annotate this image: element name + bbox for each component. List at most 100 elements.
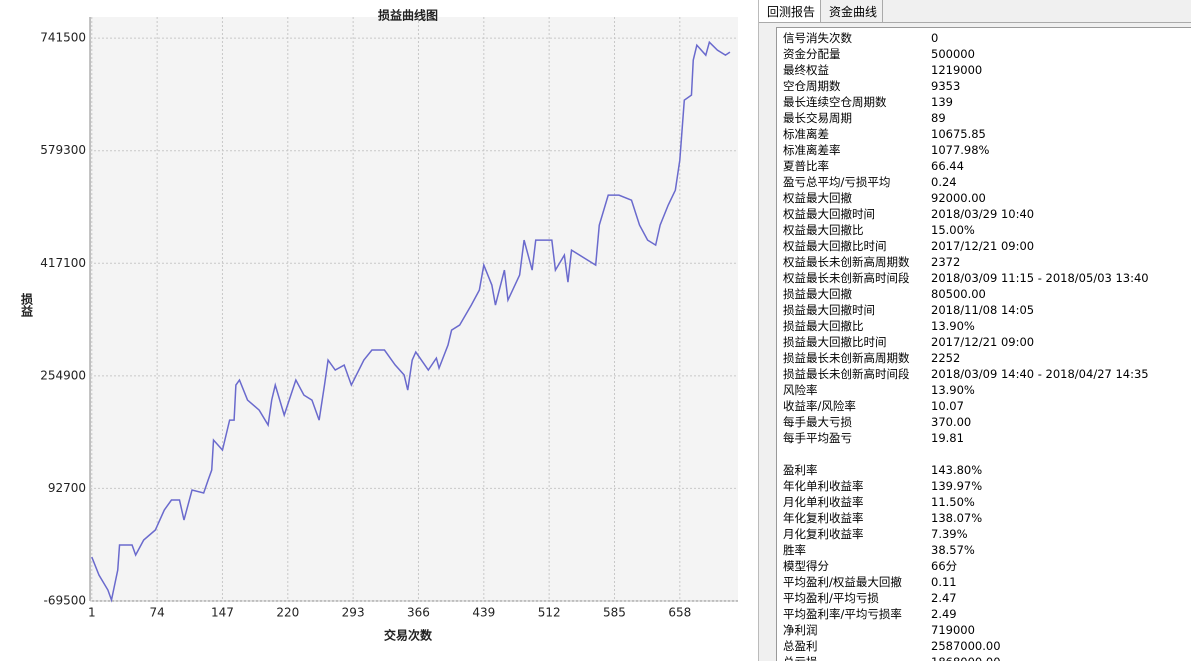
- metric-value: 2252: [931, 351, 961, 365]
- report-row: 每手最大亏损 370.00: [777, 414, 1191, 430]
- metric-label: 平均盈利/权益最大回撤: [783, 575, 902, 589]
- metric-value: 2372: [931, 255, 961, 269]
- report-row: 损益最长未创新高周期数 2252: [777, 350, 1191, 366]
- metric-value: 10.07: [931, 399, 964, 413]
- report-row: 信号消失次数 0: [777, 30, 1191, 46]
- x-tick-label: 439: [472, 606, 495, 620]
- y-tick-label: 254900: [40, 368, 86, 382]
- metric-label: 年化单利收益率: [783, 479, 864, 493]
- metric-label: 权益最长未创新高时间段: [783, 271, 910, 285]
- y-tick-label: 417100: [40, 256, 86, 270]
- metric-value: 92000.00: [931, 191, 986, 205]
- report-row: 模型得分 66分: [777, 558, 1191, 574]
- metric-label: 权益最大回撤: [783, 191, 852, 205]
- report-row: 总盈利 2587000.00: [777, 638, 1191, 654]
- metric-label: 盈利率: [783, 463, 818, 477]
- metric-value: 2017/12/21 09:00: [931, 335, 1035, 349]
- chart: 损益曲线图 交易次数 损益 -69500 92700 254900 417100 579…: [20, 8, 738, 643]
- x-tick-label: 293: [342, 606, 365, 620]
- metric-value: 66.44: [931, 159, 964, 173]
- report-row: 损益最大回撤比时间 2017/12/21 09:00: [777, 334, 1191, 350]
- metric-label: 最长连续空仓周期数: [783, 95, 887, 109]
- metric-label: 权益最长未创新高周期数: [783, 255, 910, 269]
- y-tick-label: -69500: [43, 594, 86, 608]
- x-tick-label: 658: [668, 606, 691, 620]
- plot-area: [90, 17, 738, 601]
- metric-value: 89: [931, 111, 946, 125]
- metric-value: 13.90%: [931, 319, 975, 333]
- tab[interactable]: 回测报告: [759, 0, 822, 22]
- report-row: 平均盈利/平均亏损 2.47: [777, 590, 1191, 606]
- line-series: [91, 40, 731, 603]
- report-row: 权益最长未创新高时间段 2018/03/09 11:15 - 2018/05/03…: [777, 270, 1191, 286]
- metric-label: 标准离差率: [783, 143, 841, 157]
- chart-title: 损益曲线图: [378, 8, 438, 23]
- metric-value: 80500.00: [931, 287, 986, 301]
- x-tick-label: 147: [211, 606, 234, 620]
- x-tick-label: 512: [538, 606, 561, 620]
- report-row: 夏普比率 66.44: [777, 158, 1191, 174]
- report-row: 权益最长未创新高周期数 2372: [777, 254, 1191, 270]
- report-row: 权益最大回撤 92000.00: [777, 190, 1191, 206]
- metric-value: 2018/03/09 14:40 - 2018/04/27 14:35: [931, 367, 1149, 381]
- report-row: 损益最大回撤 80500.00: [777, 286, 1191, 302]
- metric-label: 收益率/风险率: [783, 399, 856, 413]
- metric-label: 月化单利收益率: [783, 495, 864, 509]
- report-row: 平均盈利/权益最大回撤 0.11: [777, 574, 1191, 590]
- metric-value: 38.57%: [931, 543, 975, 557]
- metric-value: 2018/03/29 10:40: [931, 207, 1035, 221]
- metric-label: 总盈利: [783, 639, 818, 653]
- report-row: 标准离差 10675.85: [777, 126, 1191, 142]
- tab[interactable]: 资金曲线: [821, 0, 884, 22]
- x-tick-label: 74: [149, 606, 164, 620]
- report-row: 损益最大回撤时间 2018/11/08 14:05: [777, 302, 1191, 318]
- report-row: 权益最大回撤比 15.00%: [777, 222, 1191, 238]
- x-tick-label: 220: [276, 606, 299, 620]
- metric-value: 1077.98%: [931, 143, 990, 157]
- metric-value: 139.97%: [931, 479, 983, 493]
- report-row: 损益最长未创新高时间段 2018/03/09 14:40 - 2018/04/27…: [777, 366, 1191, 382]
- metric-label: 标准离差: [783, 127, 829, 141]
- metric-value: 370.00: [931, 415, 972, 429]
- x-tick-label: 366: [407, 606, 430, 620]
- report-row: 最长交易周期 89: [777, 110, 1191, 126]
- metric-label: 权益最大回撤比: [783, 223, 864, 237]
- metric-label: 权益最大回撤比时间: [783, 239, 887, 253]
- report-row: 每手平均盈亏 19.81: [777, 430, 1191, 446]
- metric-value: 139: [931, 95, 953, 109]
- report-row: 权益最大回撤比时间 2017/12/21 09:00: [777, 238, 1191, 254]
- metric-label: 平均盈利率/平均亏损率: [783, 607, 902, 621]
- report-row: 标准离差率 1077.98%: [777, 142, 1191, 158]
- metric-value: 0.11: [931, 575, 957, 589]
- metric-label: 年化复利收益率: [783, 511, 864, 525]
- metric-value: 1868000.00: [931, 654, 1001, 661]
- metric-value: 11.50%: [931, 495, 975, 509]
- metric-value: 19.81: [931, 431, 964, 445]
- y-tick-label: 92700: [48, 481, 86, 495]
- y-tick-label: 579300: [40, 143, 86, 157]
- metric-label: 盈亏总平均/亏损平均: [783, 175, 891, 189]
- metric-label: 每手平均盈亏: [783, 431, 852, 445]
- x-tick-label: 1: [88, 606, 96, 620]
- metric-label: 资金分配量: [783, 47, 841, 61]
- metric-label: 损益最大回撤比: [783, 319, 864, 333]
- y-tick-label: 741500: [40, 31, 86, 45]
- metric-label: 最终权益: [783, 63, 829, 77]
- report-list: 信号消失次数 0 资金分配量 500000 最终权益 1219000 空仓周期数 9353 最长…: [776, 27, 1191, 661]
- x-tick-label: 585: [603, 606, 626, 620]
- metric-value: 2.47: [931, 591, 957, 605]
- x-axis-label: 交易次数: [384, 628, 433, 643]
- metric-label: 夏普比率: [783, 159, 829, 173]
- metric-value: 0: [931, 31, 939, 45]
- metric-value: 0.24: [931, 175, 957, 189]
- metric-label: 风险率: [783, 383, 818, 397]
- report-row: 月化复利收益率 7.39%: [777, 526, 1191, 542]
- metric-value: 66分: [931, 559, 958, 573]
- report-row: 最终权益 1219000: [777, 62, 1191, 78]
- report-row: 平均盈利率/平均亏损率 2.49: [777, 606, 1191, 622]
- metric-label: 月化复利收益率: [783, 527, 864, 541]
- metric-value: 10675.85: [931, 127, 986, 141]
- metric-label: 胜率: [783, 543, 806, 557]
- report-row: 最长连续空仓周期数 139: [777, 94, 1191, 110]
